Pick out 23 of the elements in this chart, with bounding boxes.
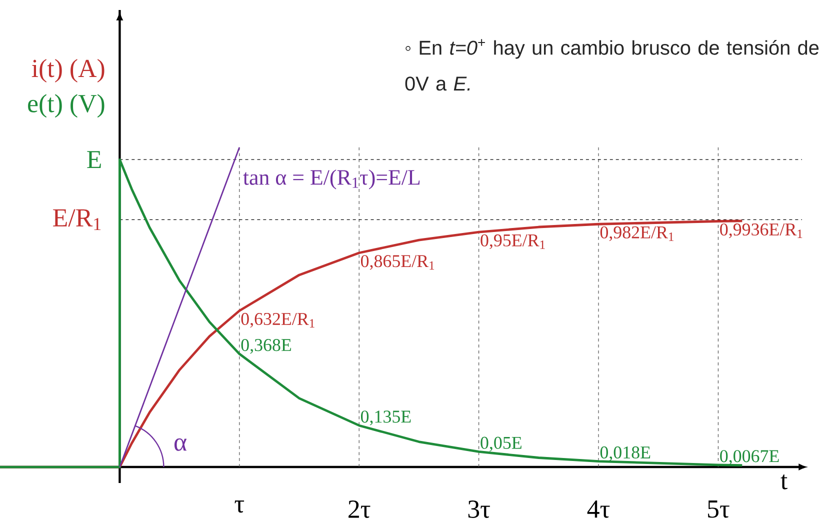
- annotation: 0,865E/R$_{1}$: [360, 255, 434, 270]
- annotation: 0,135E: [360, 410, 411, 426]
- series-label: e(t) (V): [28, 94, 104, 118]
- series-label: tan α = E/(R$_{1}$τ)=E/L: [243, 169, 420, 190]
- x-tick-label: τ: [234, 500, 244, 513]
- annotation: 0,982E/R$_{1}$: [600, 226, 674, 242]
- annotation: 0,9936E/R$_{1}$: [720, 223, 802, 238]
- text: ◦ En t=0$^{+}$ hay un cambio brusco de tensión de 0V a E.: [405, 39, 819, 91]
- x-tick-label: 4τ: [587, 500, 610, 518]
- annotation: 0,05E: [480, 436, 522, 452]
- x-tick-label: 2τ: [348, 500, 370, 518]
- x-axis-title: t: [780, 474, 788, 490]
- annotation: α: [174, 438, 186, 451]
- ref-line-label: E/R$_{1}$: [53, 209, 101, 230]
- x-tick-label: 3τ: [468, 500, 490, 518]
- annotation: 0,95E/R$_{1}$: [480, 234, 545, 250]
- x-tick-label: 5τ: [708, 500, 730, 518]
- annotation: 0,368E: [241, 339, 292, 354]
- text: i(t) (A): [32, 58, 104, 82]
- annotation: 0,018E: [600, 446, 650, 462]
- ref-line-label: E: [87, 151, 101, 168]
- annotation: 0,0067E: [720, 450, 779, 465]
- annotation: 0,632E/R$_{1}$: [241, 312, 314, 328]
